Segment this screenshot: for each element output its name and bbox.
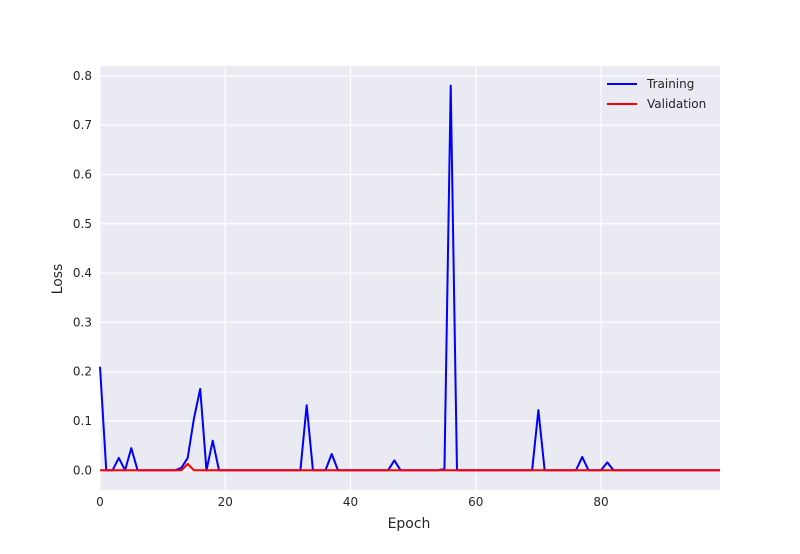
y-tick-label: 0.7 xyxy=(73,118,92,132)
y-tick-label: 0.2 xyxy=(73,365,92,379)
legend: Training Validation xyxy=(607,77,706,111)
y-tick-labels: 0.0 0.1 0.2 0.3 0.4 0.5 0.6 0.7 0.8 xyxy=(73,69,92,477)
x-tick-label: 20 xyxy=(218,495,233,509)
y-tick-label: 0.1 xyxy=(73,414,92,428)
x-tick-label: 60 xyxy=(468,495,483,509)
x-tick-label: 0 xyxy=(96,495,104,509)
y-tick-label: 0.5 xyxy=(73,217,92,231)
y-tick-label: 0.6 xyxy=(73,167,92,181)
y-tick-label: 0.8 xyxy=(73,69,92,83)
x-tick-label: 80 xyxy=(593,495,608,509)
y-tick-label: 0.3 xyxy=(73,315,92,329)
legend-label-training: Training xyxy=(646,77,694,91)
legend-label-validation: Validation xyxy=(647,97,706,111)
y-tick-label: 0.4 xyxy=(73,266,92,280)
y-axis-label: Loss xyxy=(50,264,66,295)
grid-lines xyxy=(99,66,720,490)
series-lines xyxy=(99,84,720,472)
series-line-validation xyxy=(100,462,720,472)
y-tick-label: 0.0 xyxy=(73,463,92,477)
x-tick-labels: 0 20 40 60 80 xyxy=(96,495,608,509)
x-axis-label: Epoch xyxy=(388,516,431,532)
x-tick-label: 40 xyxy=(343,495,358,509)
